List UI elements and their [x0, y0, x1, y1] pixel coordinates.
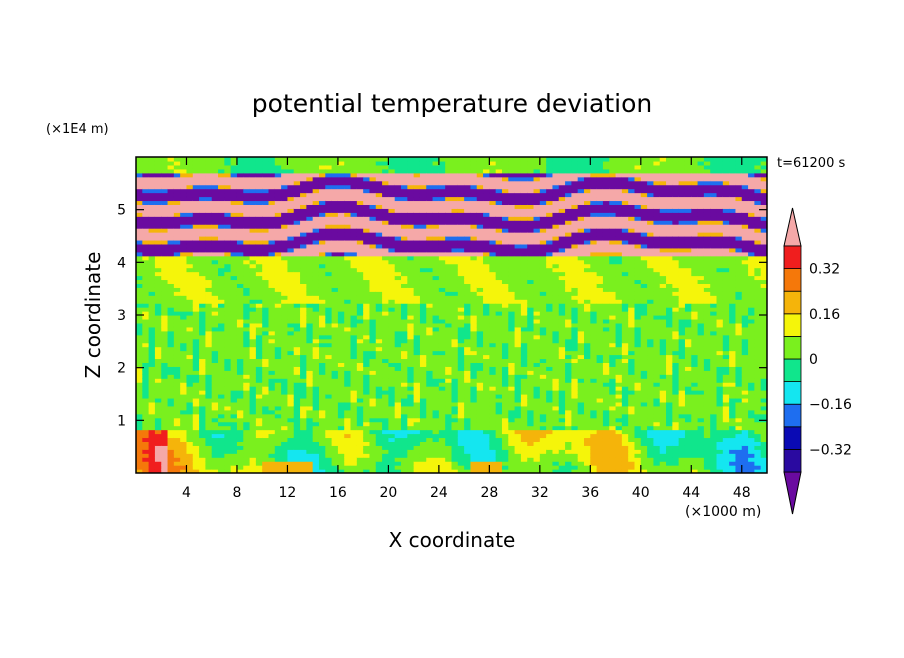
y-tick-label: 3 [117, 308, 126, 324]
y-tick-label: 4 [117, 255, 126, 271]
colorbar-swatch [784, 404, 801, 427]
contour-cells [136, 157, 768, 474]
x-tick-label: 40 [632, 485, 650, 501]
colorbar-tick-label: 0 [809, 352, 818, 368]
colorbar-swatch [784, 269, 801, 292]
x-axis-label: X coordinate [389, 528, 516, 552]
colorbar-tick-label: 0.16 [809, 307, 840, 323]
colorbar-swatch [784, 336, 801, 359]
time-label: t=61200 s [777, 156, 845, 171]
x-tick-label: 4 [182, 485, 191, 501]
chart-title: potential temperature deviation [252, 89, 652, 118]
x-tick-label: 48 [733, 485, 751, 501]
x-tick-label: 32 [531, 485, 549, 501]
x-tick-label: 16 [329, 485, 347, 501]
x-tick-label: 28 [480, 485, 498, 501]
colorbar-swatch [784, 359, 801, 382]
colorbar-tick-label: −0.16 [809, 397, 852, 413]
colorbar-swatch [784, 246, 801, 269]
colorbar: −0.32 −0.16 0 0.16 0.32 [784, 208, 852, 514]
y-tick-label: 2 [117, 361, 126, 377]
x-tick-label: 36 [581, 485, 599, 501]
x-tick-label: 8 [232, 485, 241, 501]
colorbar-swatch [784, 382, 801, 405]
x-tick-label: 12 [279, 485, 297, 501]
x-tick-label: 24 [430, 485, 448, 501]
colorbar-extend-high [784, 208, 801, 246]
y-axis-label: Z coordinate [81, 252, 105, 379]
colorbar-extend-low [784, 472, 801, 514]
colorbar-swatch [784, 291, 801, 314]
contour-field [136, 157, 768, 474]
x-tick-label: 20 [379, 485, 397, 501]
y-tick-label: 1 [117, 413, 126, 429]
colorbar-tick-label: −0.32 [809, 442, 852, 458]
x-tick-label: 44 [682, 485, 700, 501]
colorbar-swatch [784, 314, 801, 337]
y-unit-label: (×1E4 m) [46, 122, 109, 137]
colorbar-swatch [784, 449, 801, 472]
colorbar-tick-label: 0.32 [809, 262, 840, 278]
colorbar-swatch [784, 427, 801, 450]
y-tick-label: 5 [117, 203, 126, 219]
x-unit-label: (×1000 m) [685, 504, 761, 520]
